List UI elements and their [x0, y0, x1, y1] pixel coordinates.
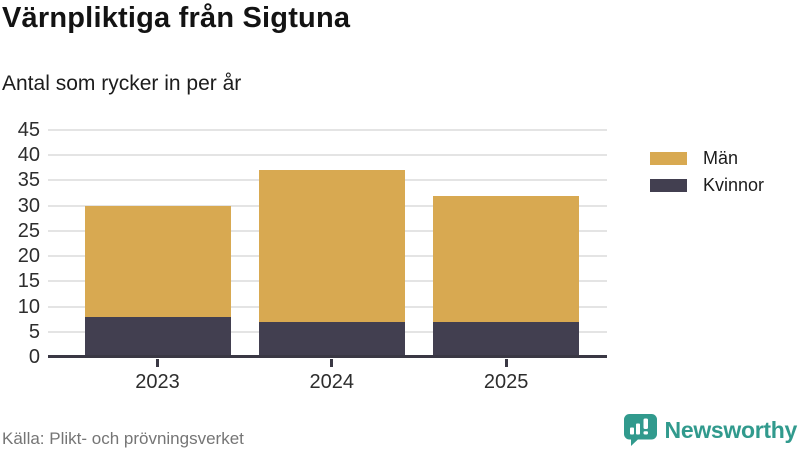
- y-tick-label-0: 0: [28, 346, 40, 368]
- gridline-45: [48, 129, 607, 131]
- y-tick-label-25: 25: [17, 219, 40, 242]
- legend-label-män: Män: [703, 148, 739, 168]
- y-tick-label-45: 45: [17, 119, 40, 141]
- x-tick-label-2023: 2023: [135, 371, 180, 393]
- legend-swatch-män: [650, 152, 687, 165]
- newsworthy-wordmark: Newsworthy: [664, 416, 798, 443]
- y-tick-label-30: 30: [17, 194, 40, 217]
- newsworthy-logo: Newsworthy: [623, 413, 797, 447]
- bar-2025-kvinnor: [433, 321, 580, 357]
- gridline-40: [48, 154, 607, 157]
- legend-item-kvinnor: Kvinnor: [650, 172, 764, 199]
- x-axis-line: [48, 355, 607, 358]
- source-note: Källa: Plikt- och prövningsverket: [2, 429, 244, 448]
- plot-area: 0 5 10 15 20 25 30 35 40 45 2023 2024 2025: [18, 119, 607, 393]
- bar-2024-män: [258, 170, 405, 322]
- x-tick-2023: [156, 359, 159, 367]
- y-tick-label-15: 15: [17, 270, 40, 293]
- y-tick-label-5: 5: [28, 320, 40, 343]
- bar-2023-män: [84, 205, 231, 317]
- x-tick-label-2024: 2024: [309, 371, 355, 393]
- chart-title: Värnpliktiga från Sigtuna: [2, 2, 351, 34]
- bar-2023-kvinnor: [84, 316, 231, 357]
- chart-legend: Män Kvinnor: [650, 145, 764, 199]
- x-tick-label-2025: 2025: [483, 371, 529, 393]
- newsworthy-icon: [623, 414, 657, 446]
- bar-2025-män: [433, 195, 580, 322]
- x-tick-2025: [504, 359, 508, 367]
- legend-item-män: Män: [650, 145, 764, 172]
- chart-subtitle: Antal som rycker in per år: [2, 72, 242, 95]
- y-tick-label-10: 10: [17, 295, 40, 318]
- legend-swatch-kvinnor: [650, 179, 687, 192]
- x-tick-2024: [330, 359, 334, 367]
- legend-label-kvinnor: Kvinnor: [703, 175, 765, 195]
- bar-2024-kvinnor: [258, 321, 405, 357]
- y-tick-label-20: 20: [17, 245, 40, 268]
- y-tick-label-40: 40: [17, 144, 40, 167]
- y-tick-label-35: 35: [17, 169, 40, 192]
